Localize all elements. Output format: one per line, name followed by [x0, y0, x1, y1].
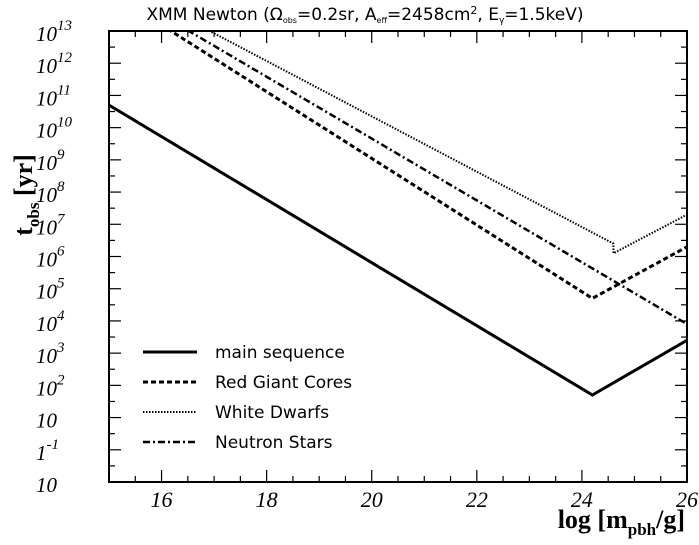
- y-tick-label: 10: [36, 473, 58, 497]
- legend-label: main sequence: [215, 343, 345, 363]
- series-line-dashed: [168, 31, 687, 301]
- y-tick-label: 1013: [36, 18, 72, 46]
- y-tick-label: 1-1: [36, 437, 59, 465]
- y-tick-label: 103: [36, 340, 65, 368]
- y-axis-label: tobs [yr]: [9, 154, 43, 236]
- axis-ticks: [108, 30, 688, 483]
- legend-label: White Dwarfs: [215, 403, 329, 423]
- series-line-dotted: [207, 31, 687, 255]
- x-tick-label: 24: [571, 487, 593, 512]
- chart-title: XMM Newton (Ωobs=0.2sr, Aeff=2458cm2, Eγ…: [146, 4, 583, 26]
- y-tick-label: 105: [36, 276, 65, 304]
- series-group: [109, 31, 687, 397]
- y-tick-label: 10: [36, 409, 58, 433]
- x-tick-labels: 16 18 20 22 24 26: [151, 487, 698, 512]
- y-tick-label: 102: [36, 372, 65, 400]
- x-tick-label: 22: [466, 487, 488, 512]
- y-tick-label: 1011: [36, 82, 71, 110]
- x-axis-label: log [mpbh/g]: [558, 505, 685, 539]
- y-tick-label: 1010: [36, 115, 73, 143]
- legend-label: Red Giant Cores: [215, 373, 352, 393]
- x-tick-label: 18: [256, 487, 278, 512]
- legend: main sequence Red Giant Cores White Dwarfs…: [143, 343, 352, 453]
- plot-frame: [108, 30, 688, 483]
- x-tick-label: 26: [676, 487, 698, 512]
- y-tick-label: 109: [36, 147, 65, 175]
- series-line-dashdot: [186, 31, 687, 326]
- x-tick-label: 16: [151, 487, 173, 512]
- y-tick-labels: 10 1-1 10 102 103 104 105 106 107 108 109 1010 1011 1…: [36, 18, 73, 497]
- series-line-solid: [109, 103, 687, 397]
- x-tick-label: 20: [361, 487, 383, 512]
- y-tick-label: 108: [36, 179, 65, 207]
- y-tick-label: 107: [36, 211, 66, 239]
- y-tick-label: 104: [36, 308, 65, 336]
- y-tick-label: 1012: [36, 50, 73, 78]
- y-tick-label: 106: [36, 244, 65, 272]
- legend-label: Neutron Stars: [215, 433, 333, 453]
